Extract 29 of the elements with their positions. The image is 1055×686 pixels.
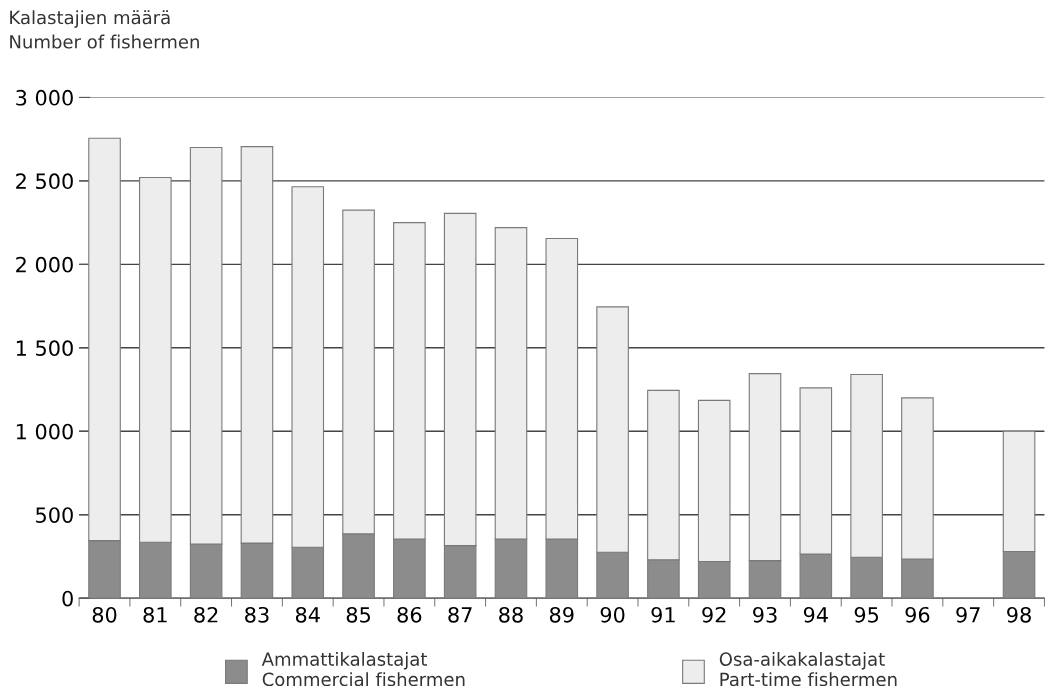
x-tick-label: 88 [499, 606, 523, 623]
x-tick-label: 81 [143, 606, 167, 623]
x-tick-label: 82 [194, 606, 218, 623]
legend-label: Osa-aikakalastajat Part-time fishermen [719, 652, 897, 686]
x-tick-label: 80 [92, 606, 117, 623]
legend-label: Ammattikalastajat Commercial fishermen [261, 652, 465, 686]
y-tick-label: 3 000 [16, 89, 73, 106]
y-tick-label: 2 500 [16, 173, 73, 190]
x-tick-label: 96 [905, 606, 930, 623]
x-tick-label: 84 [295, 606, 320, 623]
x-tick-label: 95 [854, 606, 879, 623]
x-tick-label: 91 [651, 606, 675, 623]
x-tick-label: 97 [956, 606, 980, 623]
y-tick-label: 0 [62, 590, 73, 607]
x-tick-label: 87 [448, 606, 472, 623]
x-tick-label: 89 [549, 606, 574, 623]
x-tick-label: 85 [346, 606, 370, 623]
x-tick-label: 86 [397, 606, 422, 623]
x-tick-label: 92 [702, 606, 726, 623]
y-tick-label: 2 000 [16, 256, 73, 273]
x-tick-label: 98 [1007, 606, 1031, 623]
y-tick-label: 1 000 [16, 423, 73, 440]
x-tick-label: 90 [600, 606, 625, 623]
y-tick-label: 1 500 [16, 340, 73, 357]
y-axis-title: Kalastajien määrä Number of fishermen [10, 10, 199, 49]
x-tick-label: 93 [753, 606, 777, 623]
y-tick-label: 500 [36, 507, 73, 523]
x-tick-label: 94 [803, 606, 828, 623]
x-tick-label: 83 [245, 606, 269, 623]
